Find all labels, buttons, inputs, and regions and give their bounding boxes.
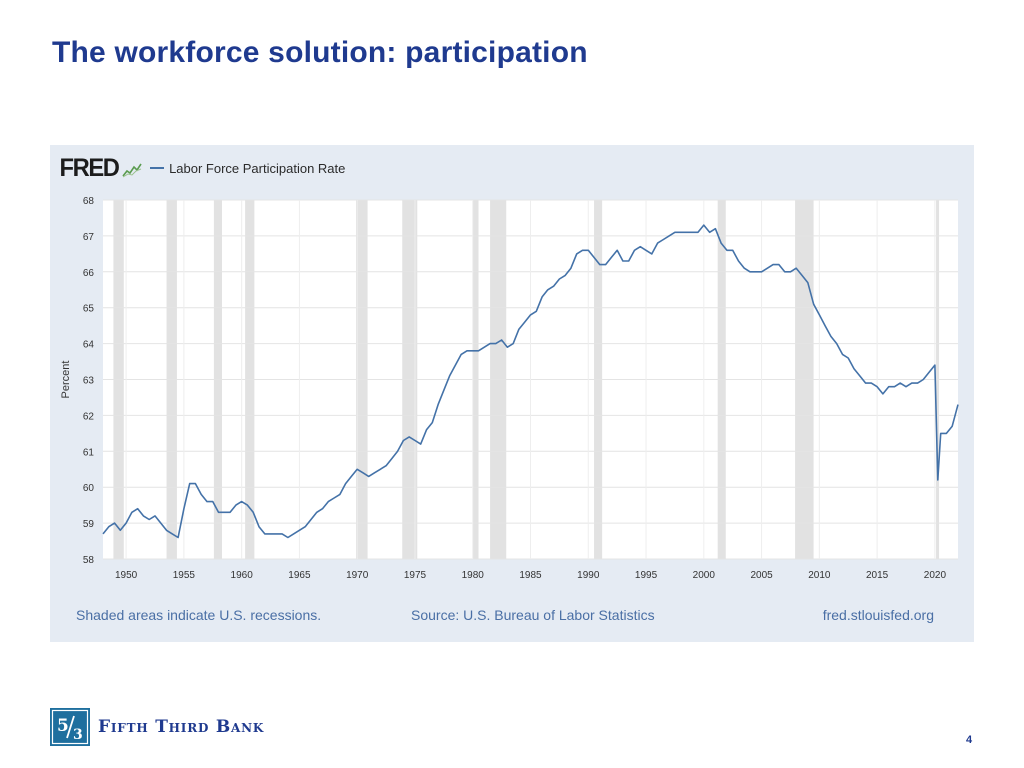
legend-swatch <box>150 167 165 169</box>
slide-title: The workforce solution: participation <box>52 36 588 69</box>
x-tick-label: 2010 <box>808 570 831 581</box>
fred-sparkline-icon <box>122 163 142 178</box>
fred-url: fred.stlouisfed.org <box>822 607 934 623</box>
fred-chart: FRED Labor Force Participation Rate 58 59… <box>50 145 974 642</box>
y-tick-label: 58 <box>83 555 95 566</box>
y-tick-label: 67 <box>83 232 95 243</box>
y-tick-label: 61 <box>83 447 95 458</box>
svg-text:5: 5 <box>57 716 69 736</box>
x-tick-label: 1980 <box>462 570 485 581</box>
source-note: Source: U.S. Bureau of Labor Statistics <box>411 607 655 623</box>
svg-text:3: 3 <box>73 727 83 743</box>
brand: 5 3 Fifth Third Bank <box>50 708 264 746</box>
brand-name: Fifth Third Bank <box>98 717 265 737</box>
x-tick-label: 2020 <box>924 570 947 581</box>
x-tick-label: 2000 <box>693 570 716 581</box>
series-line <box>102 224 959 539</box>
plot-area: 58 59 60 61 62 63 64 65 66 67 68 1950 1955 1960 1965 19… <box>60 196 959 581</box>
y-tick-label: 62 <box>83 411 95 422</box>
recession-note: Shaded areas indicate U.S. recessions. <box>76 607 322 623</box>
x-tick-label: 1955 <box>173 570 196 581</box>
x-tick-label: 2005 <box>750 570 773 581</box>
x-tick-label: 1965 <box>288 570 311 581</box>
y-tick-label: 64 <box>83 340 95 351</box>
y-tick-label: 63 <box>83 376 95 387</box>
chart-header: FRED Labor Force Participation Rate <box>58 153 346 182</box>
y-tick-label: 65 <box>83 304 95 315</box>
page-number: 4 <box>966 734 973 746</box>
y-tick-label: 60 <box>83 483 95 494</box>
x-tick-label: 1990 <box>577 570 600 581</box>
y-tick-label: 59 <box>83 519 95 530</box>
y-tick-label: 66 <box>83 268 95 279</box>
fred-logo: FRED <box>59 153 120 182</box>
legend-label: Labor Force Participation Rate <box>169 160 346 176</box>
x-tick-label: 1960 <box>231 570 254 581</box>
fifth-third-logo-icon: 5 3 <box>50 708 90 746</box>
x-tick-label: 1950 <box>115 570 138 581</box>
x-tick-label: 2015 <box>866 570 889 581</box>
x-tick-label: 1985 <box>519 570 542 581</box>
y-tick-label: 68 <box>83 196 95 207</box>
x-tick-label: 1970 <box>346 570 369 581</box>
x-tick-label: 1995 <box>635 570 658 581</box>
x-tick-label: 1975 <box>404 570 427 581</box>
y-axis-label: Percent <box>60 361 72 399</box>
